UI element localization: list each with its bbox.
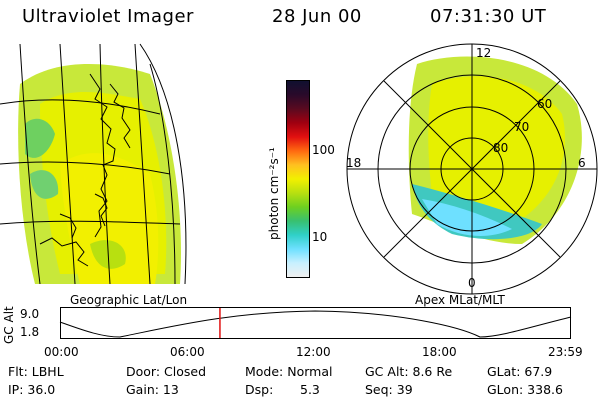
dsp-value: 5.3 [300,382,320,397]
flt-label: Flt: LBHL [8,364,64,379]
gcalt-label: GC Alt: 8.6 Re [365,364,453,379]
mlat-label-60: 60 [537,97,553,111]
mode-label: Mode: Normal [245,364,333,379]
colorbar-unit-label: photon cm⁻²s⁻¹ [267,147,281,240]
mlat-label-80: 80 [493,141,509,155]
door-label: Door: Closed [126,364,207,379]
glat-label: GLat: 67.9 [487,364,553,379]
gain-label: Gain: 13 [126,382,179,397]
mlt-label-18: 18 [346,156,362,170]
seq-label: Seq: 39 [365,382,413,397]
mlt-label-6: 6 [578,156,586,170]
colorbar-tick-100: 100 [312,143,335,157]
timeline-xtick-2: 12:00 [296,345,331,359]
colorbar [286,80,310,278]
glon-label: GLon: 338.6 [487,382,563,397]
timeline-axis-label: GC Alt [2,306,16,344]
time-label: 07:31:30 UT [430,6,547,27]
date-label: 28 Jun 00 [272,6,362,27]
mlt-label-12: 12 [476,46,492,60]
timeline-xtick-3: 18:00 [422,345,457,359]
colorbar-tick-10: 10 [312,230,328,244]
dsp-label: Dsp: [245,382,274,397]
timeline-ytick-top: 9.0 [20,307,40,321]
polar-image [346,43,598,295]
mlt-label-0: 0 [468,276,476,290]
timeline-ytick-bottom: 1.8 [20,325,40,339]
timeline-xtick-0: 00:00 [44,345,79,359]
timeline-plot [59,307,572,339]
polar-caption: Apex MLat/MLT [415,293,505,307]
mlat-label-70: 70 [514,120,530,134]
geographic-image [0,43,187,285]
ip-label: IP: 36.0 [8,382,56,397]
app-title: Ultraviolet Imager [22,6,194,27]
colorbar-gradient [287,81,309,277]
geographic-caption: Geographic Lat/Lon [70,293,188,307]
timeline-xtick-1: 06:00 [170,345,205,359]
timeline-xtick-4: 23:59 [548,345,583,359]
